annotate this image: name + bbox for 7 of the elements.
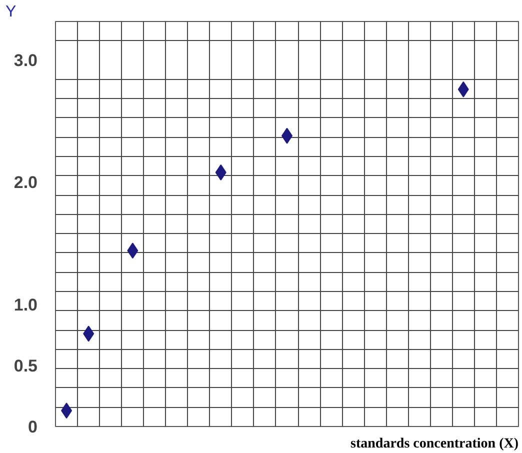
x-axis-title: standards concentration (X) bbox=[350, 436, 519, 452]
y-tick-label: 0.5 bbox=[14, 356, 38, 376]
y-tick-label: 1.0 bbox=[14, 295, 38, 314]
y-axis-title: Y bbox=[6, 4, 16, 20]
y-tick-label: 2.0 bbox=[14, 173, 38, 192]
y-tick-label: 0 bbox=[28, 418, 38, 436]
y-tick-label: 3.0 bbox=[14, 51, 38, 70]
